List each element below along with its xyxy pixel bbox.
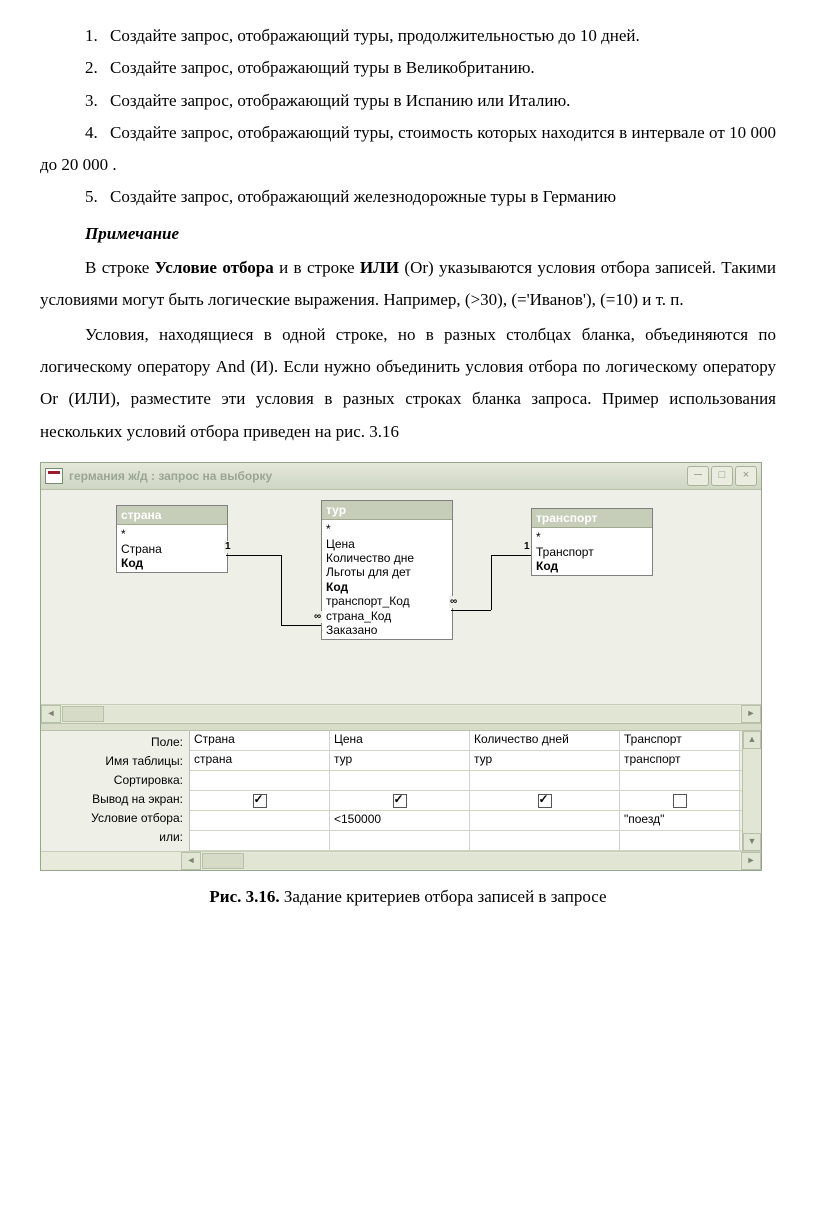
grid-row[interactable]	[190, 771, 742, 791]
note-heading: Примечание	[85, 218, 776, 250]
grid-cell[interactable]	[620, 791, 740, 810]
grid-row[interactable]	[190, 831, 742, 851]
grid-cell[interactable]: тур	[470, 751, 620, 770]
grid-cell[interactable]: Страна	[190, 731, 330, 750]
grid-cell[interactable]	[620, 831, 740, 850]
query-icon	[45, 468, 63, 484]
grid-cell[interactable]	[470, 811, 620, 830]
table-diagram-pane[interactable]: страна*СтранаКод тур*ЦенаКоличество днеЛь…	[41, 490, 761, 704]
scroll-left-icon[interactable]: ◄	[181, 852, 201, 870]
grid-label: Имя таблицы:	[43, 752, 183, 771]
scroll-left-icon[interactable]: ◄	[41, 705, 61, 723]
table-страна[interactable]: страна*СтранаКод	[116, 505, 228, 574]
window-titlebar: германия ж/д : запрос на выборку ─ □ ×	[41, 463, 761, 490]
close-button[interactable]: ×	[735, 466, 757, 486]
task-item: 2.Создайте запрос, отображающий туры в В…	[40, 52, 776, 84]
grid-cell[interactable]	[330, 771, 470, 790]
minimize-button[interactable]: ─	[687, 466, 709, 486]
grid-cell[interactable]	[190, 811, 330, 830]
table-тур[interactable]: тур*ЦенаКоличество днеЛьготы для детКодт…	[321, 500, 453, 641]
task-item: 1.Создайте запрос, отображающий туры, пр…	[40, 20, 776, 52]
scroll-down-icon[interactable]: ▼	[743, 833, 761, 851]
grid-cell[interactable]	[330, 791, 470, 810]
grid-row[interactable]	[190, 791, 742, 811]
figure-caption: Рис. 3.16. Задание критериев отбора запи…	[40, 881, 776, 913]
scroll-up-icon[interactable]: ▲	[743, 731, 761, 749]
paragraph-1: В строке Условие отбора и в строке ИЛИ (…	[40, 252, 776, 317]
maximize-button[interactable]: □	[711, 466, 733, 486]
grid-cell[interactable]: Транспорт	[620, 731, 740, 750]
grid-cell[interactable]: "поезд"	[620, 811, 740, 830]
pane-splitter[interactable]	[41, 723, 761, 731]
grid-cell[interactable]	[190, 831, 330, 850]
grid-cell[interactable]: тур	[330, 751, 470, 770]
grid-cell[interactable]	[470, 791, 620, 810]
grid-row[interactable]: СтранаЦенаКоличество днейТранспорт	[190, 731, 742, 751]
grid-label: Вывод на экран:	[43, 790, 183, 809]
qbe-grid: Поле:Имя таблицы:Сортировка:Вывод на экр…	[41, 731, 761, 851]
paragraph-2: Условия, находящиеся в одной строке, но …	[40, 319, 776, 448]
grid-cell[interactable]	[620, 771, 740, 790]
window-title: германия ж/д : запрос на выборку	[69, 469, 687, 483]
grid-cell[interactable]	[470, 771, 620, 790]
grid-label: Поле:	[43, 733, 183, 752]
grid-vscroll[interactable]: ▲ ▼	[742, 731, 761, 851]
grid-cell[interactable]: транспорт	[620, 751, 740, 770]
grid-cell[interactable]	[190, 771, 330, 790]
grid-row-labels: Поле:Имя таблицы:Сортировка:Вывод на экр…	[41, 731, 189, 851]
table-транспорт[interactable]: транспорт*ТранспортКод	[531, 508, 653, 577]
grid-cell[interactable]: <150000	[330, 811, 470, 830]
scroll-right-icon[interactable]: ►	[741, 852, 761, 870]
grid-cell[interactable]	[470, 831, 620, 850]
diagram-hscroll[interactable]: ◄ ►	[41, 704, 761, 723]
grid-label: или:	[43, 828, 183, 847]
grid-cell[interactable]: Цена	[330, 731, 470, 750]
grid-row[interactable]: странатуртуртранспорт	[190, 751, 742, 771]
scroll-right-icon[interactable]: ►	[741, 705, 761, 723]
grid-cell[interactable]: страна	[190, 751, 330, 770]
grid-columns[interactable]: СтранаЦенаКоличество днейТранспортстрана…	[189, 731, 742, 851]
grid-cell[interactable]	[330, 831, 470, 850]
grid-label: Условие отбора:	[43, 809, 183, 828]
grid-cell[interactable]	[190, 791, 330, 810]
task-item: 4.Создайте запрос, отображающий туры, ст…	[40, 117, 776, 182]
grid-label: Сортировка:	[43, 771, 183, 790]
grid-hscroll[interactable]: ◄ ►	[41, 851, 761, 870]
query-design-window: германия ж/д : запрос на выборку ─ □ × с…	[40, 462, 762, 871]
task-item: 3.Создайте запрос, отображающий туры в И…	[40, 85, 776, 117]
grid-cell[interactable]: Количество дней	[470, 731, 620, 750]
task-item: 5.Создайте запрос, отображающий железнод…	[40, 181, 776, 213]
grid-row[interactable]: <150000 "поезд"	[190, 811, 742, 831]
